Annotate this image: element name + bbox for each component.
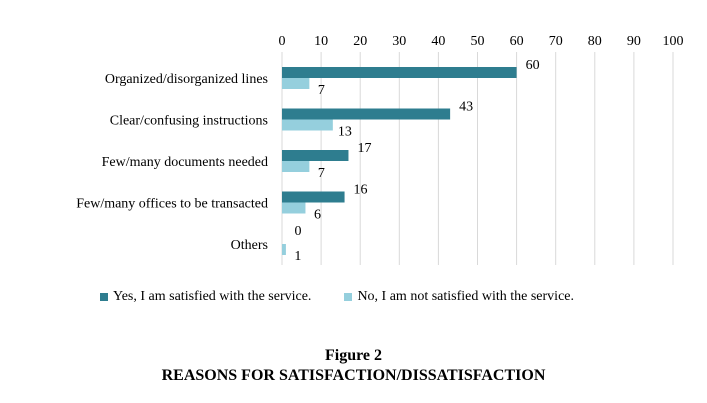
x-tick-label-20: 20 — [353, 34, 367, 49]
legend-swatch-yes — [100, 293, 108, 301]
data-label-s1-c2: 7 — [318, 166, 325, 181]
category-label-4: Others — [231, 238, 268, 253]
category-labels: Organized/disorganized lines Clear/confus… — [76, 72, 268, 253]
legend-item-no: No, I am not satisfied with the service. — [344, 289, 574, 305]
bar-chart: 0 10 20 30 40 50 60 70 80 90 100 Organized/disorga… — [76, 34, 684, 265]
data-label-s1-c0: 7 — [318, 83, 325, 98]
bar-s1-c1 — [282, 119, 333, 131]
x-tick-label-100: 100 — [663, 34, 684, 49]
bar-s1-c3 — [282, 202, 306, 214]
data-label-s0-c3: 16 — [354, 183, 368, 198]
data-label-s0-c2: 17 — [357, 141, 371, 156]
bars — [282, 67, 517, 255]
data-label-s0-c0: 60 — [526, 58, 540, 73]
x-tick-label-0: 0 — [279, 34, 286, 49]
category-label-3: Few/many offices to be transacted — [76, 197, 268, 212]
figure-number: Figure 2 — [324, 347, 383, 364]
x-tick-labels: 0 10 20 30 40 50 60 70 80 90 100 — [279, 34, 684, 49]
legend-swatch-no — [344, 293, 353, 301]
bar-s0-c3 — [282, 191, 345, 203]
bar-s0-c0 — [282, 67, 517, 78]
data-label-s1-c4: 1 — [294, 249, 301, 264]
x-tick-label-10: 10 — [314, 34, 328, 49]
category-label-0: Organized/disorganized lines — [105, 72, 268, 87]
bar-s0-c1 — [282, 108, 451, 120]
category-label-2: Few/many documents needed — [102, 155, 268, 170]
bar-s1-c4 — [282, 244, 286, 255]
x-tick-label-50: 50 — [471, 34, 485, 49]
category-label-1: Clear/confusing instructions — [110, 114, 268, 129]
x-tick-label-40: 40 — [431, 34, 445, 49]
x-tick-label-70: 70 — [549, 34, 563, 49]
x-tick-label-90: 90 — [627, 34, 641, 49]
bar-s1-c0 — [282, 78, 310, 89]
figure-title: REASONS FOR SATISFACTION/DISSATISFACTION — [161, 367, 546, 384]
data-label-s1-c3: 6 — [314, 208, 321, 223]
data-labels: 60 7 43 13 17 7 16 60 1 — [294, 58, 539, 264]
legend-item-yes: Yes, I am satisfied with the service. — [100, 289, 311, 305]
data-label-s1-c1: 13 — [338, 125, 352, 140]
legend-label-yes: Yes, I am satisfied with the service. — [113, 289, 312, 304]
data-label-s0-c1: 43 — [459, 100, 473, 115]
bar-s0-c2 — [282, 150, 349, 161]
x-tick-label-30: 30 — [392, 34, 406, 49]
x-tick-label-80: 80 — [588, 34, 602, 49]
bar-s1-c2 — [282, 161, 310, 172]
legend: Yes, I am satisfied with the service. No… — [100, 289, 574, 305]
data-label-s0-c4: 0 — [295, 224, 302, 239]
legend-label-no: No, I am not satisfied with the service. — [357, 289, 574, 304]
gridlines — [281, 52, 674, 265]
x-tick-label-60: 60 — [510, 34, 524, 49]
